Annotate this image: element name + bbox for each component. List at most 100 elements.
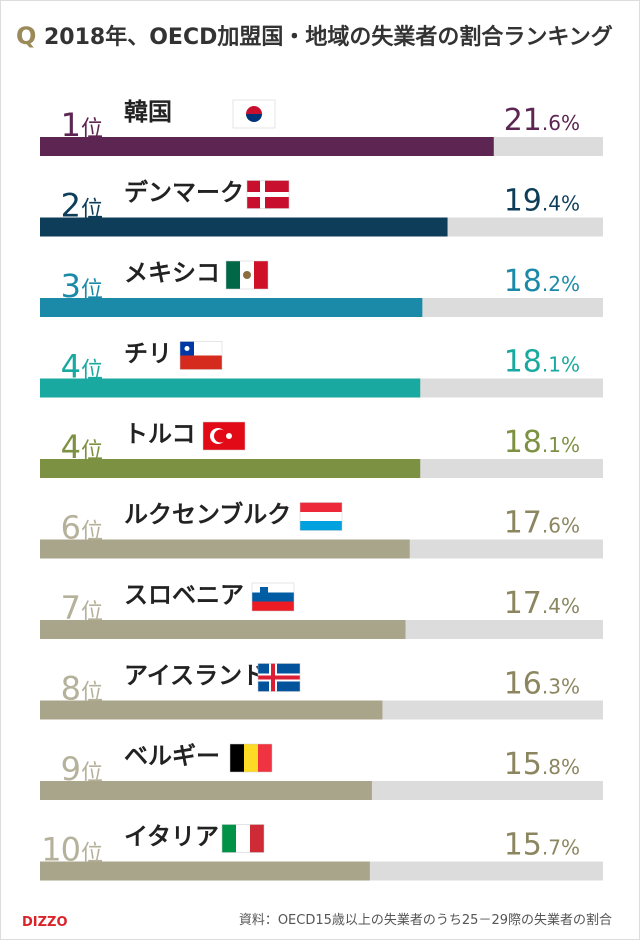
rank-suffix: 位 xyxy=(81,278,103,303)
flag-part xyxy=(226,261,240,289)
value-label: 16.3% xyxy=(504,667,580,702)
flag-part xyxy=(300,521,342,531)
value-label: 15.7% xyxy=(504,828,580,863)
flag-part xyxy=(300,512,342,521)
bar xyxy=(40,298,423,317)
flag-border xyxy=(246,180,290,209)
flag-part xyxy=(250,824,264,853)
flag-part xyxy=(258,744,272,772)
category-label: イタリア xyxy=(124,823,219,851)
flag xyxy=(299,502,343,531)
flag-part xyxy=(184,346,190,351)
flag xyxy=(202,421,246,451)
flag-part xyxy=(258,675,300,680)
category-label: トルコ xyxy=(124,420,196,448)
flag-part xyxy=(180,355,222,370)
rank-number: 6 xyxy=(61,509,80,547)
bar xyxy=(40,861,370,881)
rank-suffix: 位 xyxy=(81,439,103,464)
value-label: 18.2% xyxy=(504,264,580,299)
flag xyxy=(251,582,295,612)
value-label: 17.4% xyxy=(504,586,580,621)
flag-border xyxy=(299,502,343,531)
flag-border xyxy=(251,582,295,612)
rank-number: 9 xyxy=(61,750,80,788)
category-label: チリ xyxy=(124,340,172,368)
category-label: スロベニア xyxy=(124,581,244,609)
rank-number: 4 xyxy=(61,428,80,466)
flag-border xyxy=(257,663,301,692)
rank-number: 10 xyxy=(41,831,80,869)
value-label: 18.1% xyxy=(504,345,580,380)
rank-number: 2 xyxy=(61,187,80,225)
rank-suffix: 位 xyxy=(81,681,103,706)
category-label: デンマーク xyxy=(124,179,244,207)
rank-suffix: 位 xyxy=(81,359,103,384)
flag-part xyxy=(226,433,232,439)
flag-part xyxy=(300,502,342,512)
value-label: 17.6% xyxy=(504,506,580,541)
flag-part xyxy=(246,114,262,122)
flag xyxy=(246,180,290,209)
rank-number: 1 xyxy=(61,106,80,144)
source-note: 資料：OECD15歳以上の失業者のうち25－29際の失業者の割合 xyxy=(239,912,612,928)
rank-number: 7 xyxy=(61,589,80,627)
category-label: ベルギー xyxy=(124,742,220,770)
rank-suffix: 位 xyxy=(81,761,103,786)
flag-part xyxy=(222,824,236,853)
rank-suffix: 位 xyxy=(81,198,103,223)
bar xyxy=(40,539,410,559)
bar xyxy=(40,378,421,398)
flag-border xyxy=(225,260,269,290)
bar xyxy=(40,781,372,800)
chart-title: 2018年、OECD加盟国・地域の失業者の割合ランキング xyxy=(44,24,613,50)
rank-number: 4 xyxy=(61,348,80,386)
flag-part xyxy=(236,824,250,853)
category-label: アイスランド xyxy=(124,662,266,690)
flag xyxy=(225,260,269,290)
flag-border xyxy=(229,743,273,773)
flag-part xyxy=(214,429,227,443)
flag-part xyxy=(247,192,289,197)
bar xyxy=(40,137,494,156)
title-marker: Q xyxy=(16,22,36,50)
flag xyxy=(257,663,301,692)
bar xyxy=(40,459,421,478)
value-label: 18.1% xyxy=(504,425,580,460)
flag xyxy=(232,99,276,129)
rank-suffix: 位 xyxy=(81,842,103,867)
category-label: ルクセンブルク xyxy=(124,501,291,529)
rank-number: 8 xyxy=(61,670,80,708)
rank-suffix: 位 xyxy=(81,600,103,625)
flag-border xyxy=(202,421,246,451)
logo: DIZZO xyxy=(22,915,68,930)
flag-part xyxy=(254,261,268,289)
rank-suffix: 位 xyxy=(81,520,103,545)
value-label: 21.6% xyxy=(504,103,580,138)
rank-number: 3 xyxy=(61,267,80,305)
value-label: 15.8% xyxy=(504,747,580,782)
flag-part xyxy=(260,587,268,597)
flag-border xyxy=(179,341,223,370)
flag-border xyxy=(232,99,276,129)
flag-part xyxy=(252,601,294,611)
flag-border xyxy=(221,824,265,853)
bar xyxy=(40,217,448,237)
flag-part xyxy=(243,271,251,279)
flag-part xyxy=(230,744,244,772)
rank-suffix: 位 xyxy=(81,117,103,142)
bar xyxy=(40,700,383,720)
flag-part xyxy=(246,106,262,114)
flag-part xyxy=(252,592,294,602)
category-label: メキシコ xyxy=(124,259,220,287)
bar xyxy=(40,620,406,639)
flag-part xyxy=(244,744,258,772)
category-label: 韓国 xyxy=(124,98,172,126)
value-label: 19.4% xyxy=(504,184,580,219)
flag xyxy=(229,743,273,773)
flag xyxy=(221,824,265,853)
flag-part xyxy=(252,583,294,593)
flag xyxy=(179,341,223,370)
